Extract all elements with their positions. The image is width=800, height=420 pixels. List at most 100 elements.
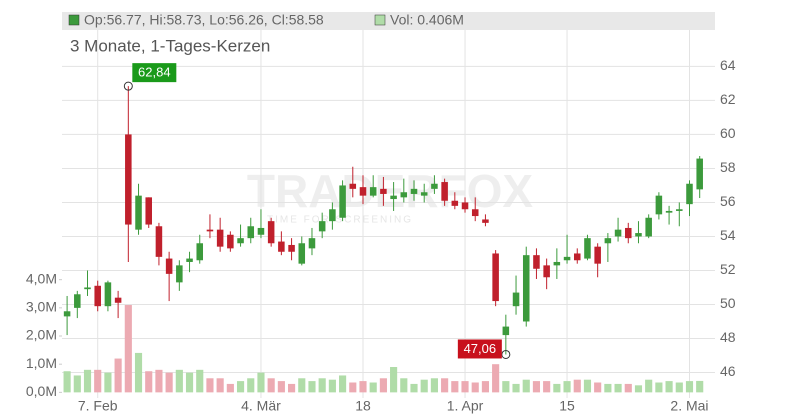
volume-bar [390,367,398,393]
volume-bar [114,358,122,393]
candle-body [339,185,346,218]
candle-body [594,246,601,264]
candle-body [125,134,132,225]
volume-bar [94,369,102,393]
volume-bar [441,378,449,393]
candle-body [655,195,663,215]
y-tick-label: 48 [720,329,736,345]
volume-bar [318,378,326,393]
candle-body [329,209,336,222]
volume-bar [287,383,296,393]
annotation-marker [123,81,133,91]
volume-bar [145,371,153,393]
candle-body [135,195,142,230]
y-tick-label: 52 [720,261,736,277]
candle-body [74,294,81,308]
candle-body [482,219,489,223]
candle-body [614,229,622,237]
volume-bar [563,381,571,393]
x-tick-label: 7. Feb [78,398,118,414]
volume-bar [604,383,612,393]
volume-swatch [374,14,386,26]
y-tick-label: 56 [720,193,736,209]
header-volume: Vol: 0.406M [390,12,464,28]
volume-bar [63,371,71,393]
candle-body [247,226,255,239]
candle-body [216,229,224,247]
volume-bar [73,375,81,393]
candle-body [318,221,326,232]
volume-bar [594,382,602,393]
y2-tick-label: 3,0M [26,299,57,315]
candle-body [227,234,234,249]
volume-bar [675,382,683,393]
volume-bar [267,378,275,393]
y2-tick-label: 1,0M [26,355,57,371]
volume-bar [696,380,704,393]
volume-bar [339,375,347,393]
candle-body [400,192,408,198]
annotation-box [457,339,502,359]
candle-body [645,217,652,237]
candle-body [94,285,101,307]
candle-body [267,221,275,244]
volume-bar [481,381,490,393]
candle-body [676,209,683,211]
x-tick-label: 15 [559,398,575,414]
volume-bar [83,369,92,393]
volume-bar [400,378,408,393]
volume-bar [685,381,694,393]
volume-bar [359,381,367,393]
candle-body [237,238,244,244]
candle-body [420,192,428,196]
candle-body [298,243,306,264]
y-tick-label: 60 [720,125,736,141]
volume-bar [104,372,112,393]
volume-bar [349,382,357,393]
candle-body [206,229,214,232]
volume-bar [645,379,653,393]
volume-bar [573,379,581,393]
y-tick-label: 64 [720,57,736,73]
volume-bar [614,383,622,393]
candle-body [502,326,510,336]
volume-bar [226,383,234,393]
volume-bar [196,369,204,393]
volume-bar [247,378,255,393]
volume-bar [532,381,541,393]
volume-bar [665,381,673,393]
candle-body [369,187,377,196]
volume-bar [134,352,143,393]
volume-bar [471,382,479,393]
candle-body [186,258,193,262]
volume-bar [206,378,214,393]
candle-body [257,227,265,235]
volume-bar [124,305,132,393]
volume-bar [624,383,632,393]
chart-subtitle: 3 Monate, 1-Tages-Kerzen [70,36,270,55]
y-tick-label: 58 [720,159,736,175]
volume-bar [655,382,663,393]
volume-bar [420,379,428,393]
x-tick-label: 4. Mär [241,398,281,414]
candle-body [665,210,673,213]
ohlc-swatch [68,14,80,26]
volume-bar [155,369,163,393]
candle-body [84,287,91,290]
candle-body [288,244,295,252]
watermark: TRADERFOX [247,165,534,217]
candle-body [471,209,479,217]
volume-bar [492,364,500,393]
header-ohlc: Op:56.77, Hi:58.73, Lo:56.26, Cl:58.58 [84,12,324,28]
candle-body [196,243,204,261]
candle-body [696,158,703,190]
candle-body [584,238,591,259]
volume-bar [369,382,377,393]
candle-body [380,188,387,194]
volume-bar [216,378,224,393]
candle-body [563,256,571,261]
y2-tick-label: 4,0M [26,270,57,286]
candle-body [533,255,540,269]
volume-bar [298,378,306,393]
candle-body [431,183,438,189]
